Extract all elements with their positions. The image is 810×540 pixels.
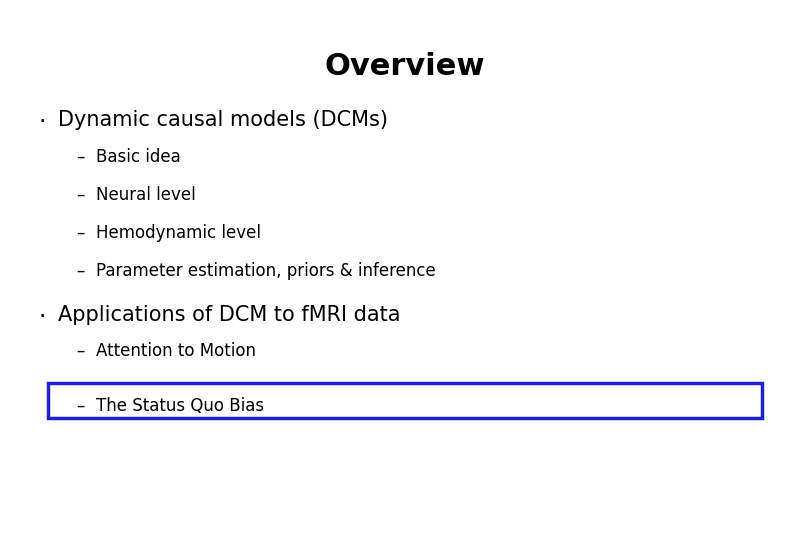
Text: –: – <box>76 186 84 204</box>
Text: –: – <box>76 397 84 415</box>
Text: Parameter estimation, priors & inference: Parameter estimation, priors & inference <box>96 262 436 280</box>
Text: Applications of DCM to fMRI data: Applications of DCM to fMRI data <box>58 305 400 325</box>
Text: Overview: Overview <box>325 52 485 81</box>
Text: ·: · <box>38 305 45 329</box>
Text: –: – <box>76 262 84 280</box>
Bar <box>48 383 762 418</box>
Text: Dynamic causal models (DCMs): Dynamic causal models (DCMs) <box>58 110 388 130</box>
Text: Attention to Motion: Attention to Motion <box>96 342 256 360</box>
Text: Basic idea: Basic idea <box>96 148 181 166</box>
Text: –: – <box>76 224 84 242</box>
Text: –: – <box>76 148 84 166</box>
Text: ·: · <box>38 110 45 134</box>
Text: –: – <box>76 342 84 360</box>
Text: The Status Quo Bias: The Status Quo Bias <box>96 397 264 415</box>
Text: Hemodynamic level: Hemodynamic level <box>96 224 261 242</box>
Text: Neural level: Neural level <box>96 186 196 204</box>
